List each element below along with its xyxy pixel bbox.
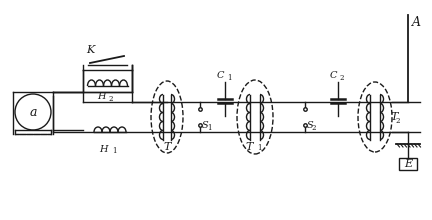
Text: 1: 1 — [257, 144, 261, 152]
Text: S: S — [307, 121, 314, 130]
Text: A: A — [412, 16, 421, 29]
Text: 1: 1 — [227, 74, 232, 82]
Text: 1: 1 — [112, 147, 117, 155]
Text: S: S — [202, 121, 209, 130]
Text: K: K — [86, 45, 94, 55]
Text: T: T — [163, 142, 171, 152]
Text: a: a — [29, 106, 37, 119]
Text: H: H — [97, 92, 105, 101]
Text: E: E — [404, 159, 412, 169]
Text: T: T — [390, 112, 397, 122]
Text: 2: 2 — [396, 117, 400, 125]
Text: 1: 1 — [207, 124, 212, 132]
Text: C: C — [330, 71, 337, 80]
Text: 2: 2 — [108, 95, 113, 103]
Text: T: T — [246, 142, 253, 152]
Text: 2: 2 — [312, 124, 317, 132]
Text: 2: 2 — [340, 74, 344, 82]
Text: C: C — [216, 71, 224, 80]
Text: H: H — [99, 145, 108, 154]
